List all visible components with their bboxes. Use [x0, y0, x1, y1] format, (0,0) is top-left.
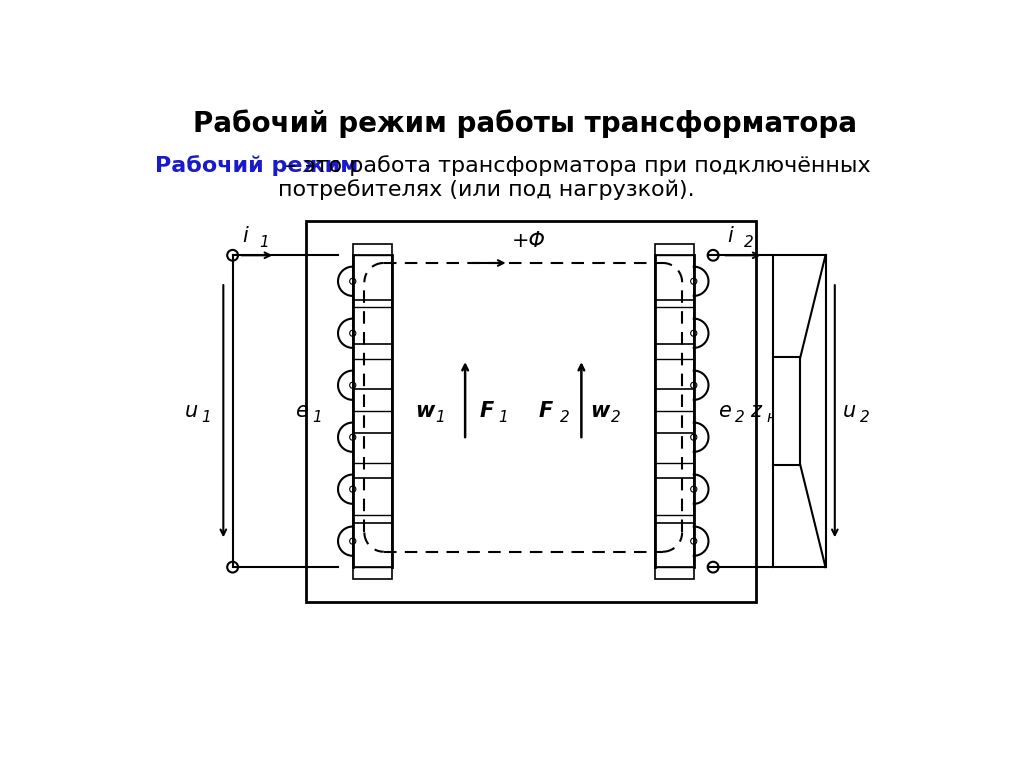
- Text: e: e: [718, 401, 731, 421]
- Text: +Φ: +Φ: [512, 232, 546, 252]
- Text: 1: 1: [435, 410, 444, 425]
- Text: 2: 2: [560, 410, 569, 425]
- Text: 2: 2: [735, 410, 744, 425]
- Text: 1: 1: [499, 410, 508, 425]
- Text: – это работа трансформатора при подключённых
потребителях (или под нагрузкой).: – это работа трансформатора при подключё…: [278, 155, 870, 200]
- Text: z: z: [751, 401, 761, 421]
- Text: 2: 2: [744, 235, 754, 250]
- Text: u: u: [184, 401, 198, 421]
- Bar: [306, 221, 756, 602]
- Text: w: w: [415, 401, 434, 421]
- Text: u: u: [843, 401, 856, 421]
- Bar: [352, 244, 391, 578]
- Text: Рабочий режим работы трансформатора: Рабочий режим работы трансформатора: [193, 109, 857, 137]
- Text: i: i: [242, 226, 248, 246]
- Text: 2: 2: [859, 410, 869, 425]
- Text: н: н: [767, 410, 776, 425]
- Text: i: i: [727, 226, 733, 246]
- Bar: [655, 244, 693, 578]
- Text: Рабочий режим: Рабочий режим: [155, 155, 358, 176]
- Text: e: e: [295, 401, 308, 421]
- Text: 2: 2: [611, 410, 621, 425]
- Text: 1: 1: [312, 410, 323, 425]
- Text: F: F: [479, 401, 494, 421]
- Text: w: w: [591, 401, 610, 421]
- Bar: [773, 357, 801, 465]
- Text: 1: 1: [202, 410, 211, 425]
- Text: F: F: [539, 401, 553, 421]
- Text: 1: 1: [259, 235, 268, 250]
